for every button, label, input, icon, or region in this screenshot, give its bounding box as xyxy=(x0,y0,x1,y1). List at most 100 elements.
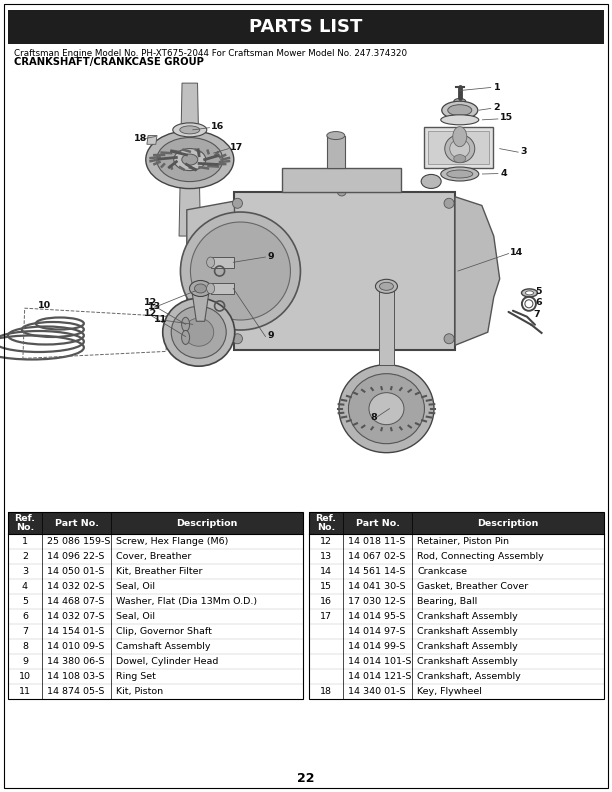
Text: Crankshaft Assembly: Crankshaft Assembly xyxy=(417,657,518,666)
Ellipse shape xyxy=(184,318,214,346)
Text: 14 096 22-S: 14 096 22-S xyxy=(47,552,104,561)
Ellipse shape xyxy=(526,291,534,295)
Text: 14 010 09-S: 14 010 09-S xyxy=(47,642,104,651)
Bar xyxy=(8,10,604,44)
Text: 4: 4 xyxy=(22,582,28,591)
Polygon shape xyxy=(211,284,234,294)
Text: Craftsman Engine Model No. PH-XT675-2044 For Craftsman Mower Model No. 247.37432: Craftsman Engine Model No. PH-XT675-2044… xyxy=(14,48,407,58)
Bar xyxy=(424,127,493,169)
Polygon shape xyxy=(147,135,157,144)
Ellipse shape xyxy=(207,257,215,268)
Text: Description: Description xyxy=(477,519,539,527)
Text: Gasket, Breather Cover: Gasket, Breather Cover xyxy=(417,582,529,591)
Ellipse shape xyxy=(182,154,198,165)
Text: Key, Flywheel: Key, Flywheel xyxy=(417,687,482,696)
Text: Crankshaft Assembly: Crankshaft Assembly xyxy=(417,642,518,651)
Text: 10: 10 xyxy=(38,301,51,310)
Polygon shape xyxy=(179,83,201,236)
Text: Bearing, Ball: Bearing, Ball xyxy=(417,597,477,606)
Ellipse shape xyxy=(190,222,291,320)
Text: 14 014 101-S: 14 014 101-S xyxy=(348,657,411,666)
Text: Crankshaft Assembly: Crankshaft Assembly xyxy=(417,627,518,636)
Text: 11: 11 xyxy=(19,687,31,696)
Text: Description: Description xyxy=(176,519,238,527)
Text: Cover, Breather: Cover, Breather xyxy=(116,552,192,561)
Text: 14 014 99-S: 14 014 99-S xyxy=(348,642,405,651)
Ellipse shape xyxy=(441,167,479,181)
Text: 15: 15 xyxy=(500,113,513,122)
Text: 15: 15 xyxy=(320,582,332,591)
Ellipse shape xyxy=(448,105,472,116)
Text: 14 032 02-S: 14 032 02-S xyxy=(47,582,105,591)
Ellipse shape xyxy=(163,299,235,366)
Text: Clip, Governor Shaft: Clip, Governor Shaft xyxy=(116,627,212,636)
Text: 5: 5 xyxy=(22,597,28,606)
Ellipse shape xyxy=(348,374,425,444)
Text: 14 561 14-S: 14 561 14-S xyxy=(348,567,405,576)
Text: Dowel, Cylinder Head: Dowel, Cylinder Head xyxy=(116,657,218,666)
Text: 17: 17 xyxy=(230,143,244,152)
Text: Seal, Oil: Seal, Oil xyxy=(116,612,155,621)
Text: 14 340 01-S: 14 340 01-S xyxy=(348,687,405,696)
Text: 8: 8 xyxy=(22,642,28,651)
Ellipse shape xyxy=(182,330,190,345)
Text: 13: 13 xyxy=(320,552,332,561)
Text: 12: 12 xyxy=(144,298,157,307)
Text: Crankshaft, Assembly: Crankshaft, Assembly xyxy=(417,672,521,681)
Polygon shape xyxy=(327,135,345,169)
Text: Camshaft Assembly: Camshaft Assembly xyxy=(116,642,211,651)
Text: Crankcase: Crankcase xyxy=(417,567,467,576)
Ellipse shape xyxy=(173,123,207,137)
Text: 13: 13 xyxy=(148,302,161,310)
Text: No.: No. xyxy=(317,523,335,532)
Ellipse shape xyxy=(233,198,242,208)
Bar xyxy=(309,512,604,534)
Text: 14 108 03-S: 14 108 03-S xyxy=(47,672,105,681)
Text: 14: 14 xyxy=(320,567,332,576)
Ellipse shape xyxy=(444,198,454,208)
Text: 17: 17 xyxy=(320,612,332,621)
Ellipse shape xyxy=(441,115,479,125)
Text: Retainer, Piston Pin: Retainer, Piston Pin xyxy=(417,537,509,546)
Ellipse shape xyxy=(174,149,206,170)
Text: 1: 1 xyxy=(22,537,28,546)
Ellipse shape xyxy=(375,280,397,293)
Bar xyxy=(8,512,303,699)
Text: Screw, Hex Flange (M6): Screw, Hex Flange (M6) xyxy=(116,537,229,546)
Text: PARTS LIST: PARTS LIST xyxy=(249,18,363,36)
Ellipse shape xyxy=(195,284,206,293)
Ellipse shape xyxy=(521,289,537,297)
Text: 2: 2 xyxy=(494,103,501,112)
Ellipse shape xyxy=(379,282,394,291)
Text: 8: 8 xyxy=(370,413,377,421)
Bar xyxy=(8,70,604,507)
Text: 9: 9 xyxy=(267,252,274,261)
Text: Rod, Connecting Assembly: Rod, Connecting Assembly xyxy=(417,552,544,561)
Text: 16: 16 xyxy=(211,122,224,131)
Ellipse shape xyxy=(207,284,215,294)
Ellipse shape xyxy=(233,333,242,344)
Text: Ref.: Ref. xyxy=(315,514,337,523)
Ellipse shape xyxy=(453,98,466,105)
Text: Seal, Oil: Seal, Oil xyxy=(116,582,155,591)
Text: Kit, Piston: Kit, Piston xyxy=(116,687,163,696)
Text: 5: 5 xyxy=(536,287,542,295)
Ellipse shape xyxy=(444,333,454,344)
Text: 12: 12 xyxy=(320,537,332,546)
Text: 14 041 30-S: 14 041 30-S xyxy=(348,582,405,591)
Ellipse shape xyxy=(327,131,345,139)
Ellipse shape xyxy=(339,364,434,453)
Text: 4: 4 xyxy=(500,169,507,177)
Ellipse shape xyxy=(337,187,346,196)
Text: 3: 3 xyxy=(22,567,28,576)
Text: 11: 11 xyxy=(154,314,167,324)
Text: Ref.: Ref. xyxy=(15,514,35,523)
Ellipse shape xyxy=(171,307,226,358)
Ellipse shape xyxy=(157,138,223,181)
Text: CRANKSHAFT/CRANKCASE GROUP: CRANKSHAFT/CRANKCASE GROUP xyxy=(14,57,204,67)
Text: 10: 10 xyxy=(19,672,31,681)
Ellipse shape xyxy=(190,280,212,296)
Text: 9: 9 xyxy=(22,657,28,666)
Text: 16: 16 xyxy=(320,597,332,606)
Text: No.: No. xyxy=(16,523,34,532)
